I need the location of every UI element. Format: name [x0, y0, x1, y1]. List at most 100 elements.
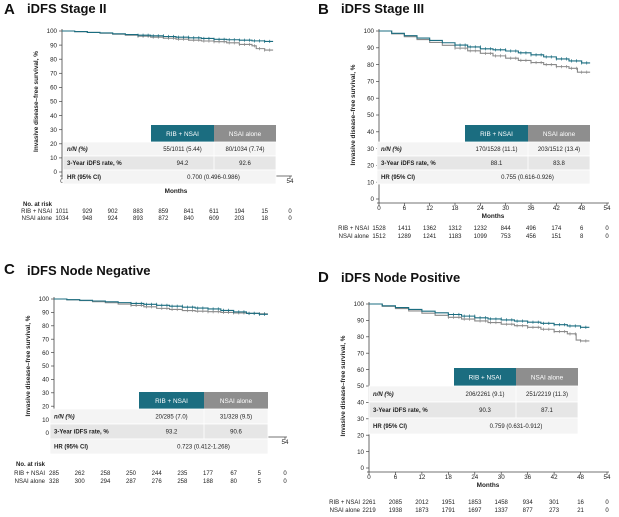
table-cell-rib: 55/1011 (5.44) — [163, 147, 202, 153]
at-risk-nsai-value: 0 — [288, 216, 292, 222]
at-risk-rib-value: 611 — [209, 209, 219, 215]
y-tick-label: 60 — [42, 350, 49, 357]
at-risk-nsai-value: 287 — [126, 479, 137, 485]
table-header-rib — [454, 368, 516, 386]
at-risk-nsai-value: 18 — [261, 216, 268, 222]
at-risk-nsai-value: 5 — [258, 479, 262, 485]
y-axis-label: Invasive disease–free survival, % — [33, 51, 40, 152]
table-cell-nsai: 92.6 — [239, 161, 251, 167]
x-tick-label: 30 — [502, 205, 509, 212]
x-tick-label: 6 — [394, 474, 398, 481]
at-risk-nsai-value: 1791 — [442, 508, 456, 514]
at-risk-nsai-value: 1183 — [449, 234, 463, 240]
y-tick-label: 20 — [42, 403, 49, 410]
at-risk-rib-value: 0 — [605, 226, 609, 232]
at-risk-rib-value: 262 — [75, 471, 86, 477]
table-row-label: HR (95% CI) — [54, 445, 88, 451]
table-cell-rib: 90.3 — [479, 408, 491, 414]
panel-title: iDFS Node Negative — [27, 263, 151, 278]
at-risk-rib-value: 1312 — [448, 226, 462, 232]
at-risk-rib-value: 844 — [501, 226, 512, 232]
at-risk-label-rib: RIB + NSAI — [338, 226, 369, 232]
at-risk-nsai-value: 1289 — [398, 234, 412, 240]
x-tick-label: 24 — [477, 205, 484, 212]
at-risk-rib-value: 859 — [158, 209, 169, 215]
y-tick-label: 100 — [47, 28, 58, 35]
at-risk-nsai-value: 840 — [184, 216, 195, 222]
at-risk-nsai-value: 1697 — [468, 508, 482, 514]
panel-letter: C — [4, 261, 15, 278]
table-header-nsai-label: NSAI alone — [229, 131, 262, 138]
table-header-nsai-label: NSAI alone — [543, 131, 576, 138]
y-tick-label: 100 — [354, 301, 365, 308]
table-row-label: HR (95% CI) — [67, 175, 101, 181]
table-header-nsai-label: NSAI alone — [220, 398, 253, 405]
table-cell-nsai: 83.8 — [553, 161, 565, 167]
at-risk-rib-value: 1011 — [56, 209, 70, 215]
at-risk-rib-value: 0 — [605, 500, 609, 506]
y-tick-label: 0 — [54, 169, 58, 176]
table-header-rib-label: RIB + NSAI — [166, 131, 199, 138]
table-row-label: 3-Year iDFS rate, % — [381, 161, 436, 167]
table-cell-nsai: 31/328 (9.5) — [220, 415, 252, 421]
y-tick-label: 70 — [357, 350, 364, 357]
at-risk-rib-value: 301 — [549, 500, 560, 506]
y-tick-label: 80 — [50, 56, 57, 63]
at-risk-rib-value: 6 — [580, 226, 584, 232]
y-tick-label: 70 — [50, 71, 57, 78]
y-tick-label: 80 — [367, 62, 374, 69]
y-tick-label: 100 — [364, 28, 375, 35]
table-row-bg — [376, 169, 591, 185]
table-header-rib-label: RIB + NSAI — [155, 398, 188, 405]
at-risk-rib-value: 194 — [234, 209, 245, 215]
y-tick-label: 20 — [357, 432, 364, 439]
x-tick-label: 42 — [551, 474, 558, 481]
x-tick-label: 0 — [377, 205, 381, 212]
y-tick-label: 10 — [50, 155, 57, 162]
x-tick-label: 6 — [403, 205, 407, 212]
at-risk-nsai-value: 328 — [49, 479, 60, 485]
at-risk-rib-value: 67 — [230, 471, 237, 477]
at-risk-label-rib: RIB + NSAI — [14, 471, 45, 477]
table-cell-nsai: 251/2219 (11.3) — [526, 392, 568, 398]
table-header-nsai-label: NSAI alone — [531, 374, 564, 381]
at-risk-rib-value: 929 — [82, 209, 93, 215]
at-risk-rib-value: 1458 — [495, 500, 509, 506]
at-risk-nsai-value: 893 — [133, 216, 144, 222]
at-risk-nsai-value: 258 — [177, 479, 188, 485]
at-risk-nsai-value: 188 — [203, 479, 214, 485]
series-rib-nsai-curve — [379, 30, 591, 64]
y-tick-label: 40 — [50, 113, 57, 120]
table-cell-rib: 170/1528 (11.1) — [476, 147, 518, 153]
x-tick-label: 36 — [524, 474, 531, 481]
at-risk-nsai-value: 1034 — [55, 216, 69, 222]
y-tick-label: 70 — [367, 79, 374, 86]
x-tick-label: 54 — [282, 439, 289, 446]
at-risk-nsai-value: 21 — [577, 508, 584, 514]
at-risk-rib-value: 5 — [258, 471, 262, 477]
at-risk-rib-value: 1411 — [398, 226, 412, 232]
series-rib-nsai-curve — [369, 303, 590, 328]
at-risk-rib-value: 841 — [184, 209, 195, 215]
x-axis-label: Months — [477, 482, 500, 489]
y-tick-label: 90 — [50, 42, 57, 49]
table-cell-hr: 0.700 (0.496-0.986) — [187, 175, 240, 181]
x-tick-label: 24 — [471, 474, 478, 481]
at-risk-rib-value: 1362 — [423, 226, 437, 232]
y-tick-label: 30 — [42, 390, 49, 397]
table-row-label: 3-Year iDFS rate, % — [54, 430, 109, 436]
table-row-label: HR (95% CI) — [373, 424, 407, 430]
table-cell-nsai: 203/1512 (13.4) — [538, 147, 580, 153]
table-cell-rib: 206/2261 (9.1) — [465, 392, 504, 398]
at-risk-rib-value: 235 — [177, 471, 188, 477]
at-risk-nsai-value: 948 — [82, 216, 93, 222]
table-header-rib — [151, 125, 214, 142]
y-tick-label: 40 — [42, 377, 49, 384]
panel-letter: A — [4, 1, 15, 18]
at-risk-nsai-value: 0 — [605, 508, 609, 514]
table-header-nsai — [516, 368, 578, 386]
panel-title: iDFS Stage II — [27, 1, 106, 16]
